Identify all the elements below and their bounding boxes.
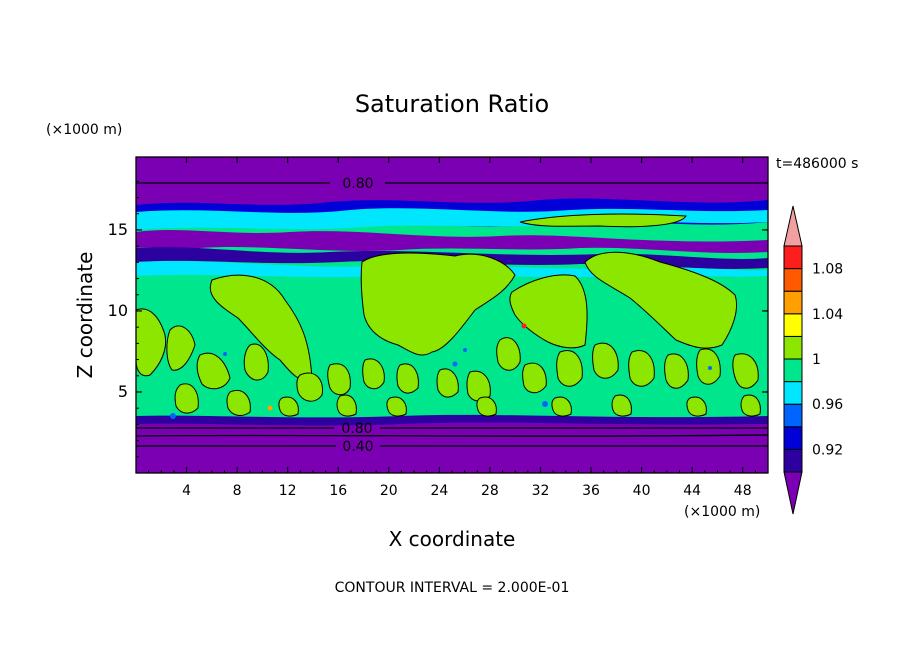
y-axis-unit: (×1000 m) (46, 122, 122, 138)
x-tick-label: 16 (329, 483, 347, 499)
x-tick-label: 8 (233, 483, 242, 499)
colorbar-swatch (783, 403, 803, 428)
x-tick-label: 36 (582, 483, 600, 499)
colorbar-swatch (783, 426, 803, 450)
x-tick-label: 28 (481, 483, 499, 499)
colorbar-swatch (783, 313, 803, 337)
chart-title: Saturation Ratio (355, 90, 549, 118)
contour-label: 0.40 (342, 439, 373, 455)
x-tick-label: 48 (734, 483, 752, 499)
colorbar-swatch (783, 245, 803, 270)
green-regions (135, 213, 761, 417)
contour-label: 0.80 (341, 421, 372, 437)
colorbar-swatch (783, 358, 803, 383)
plot-area (135, 157, 769, 473)
blue-speckles (170, 348, 712, 419)
x-tick-label: 12 (279, 483, 297, 499)
lower-blue-fringe (136, 414, 768, 426)
colorbar-swatch (783, 290, 803, 315)
colorbar-upper-extension (783, 205, 803, 247)
colorbar-tick-label: 0.96 (812, 397, 843, 413)
colorbar-tick-label: 1.04 (812, 307, 843, 323)
colorbar-tick-label: 0.92 (812, 442, 843, 458)
contour-interval-note: CONTOUR INTERVAL = 2.000E-01 (335, 580, 570, 596)
x-axis: 4 8 12 16 20 24 28 32 36 40 44 48 (148, 157, 756, 499)
contour-label: 0.80 (342, 176, 373, 192)
x-tick-label: 44 (683, 483, 701, 499)
time-label: t=486000 s (776, 156, 858, 172)
colorbar: 0.92 0.96 1 1.04 1.08 (783, 205, 843, 515)
warm-speckles (267, 323, 527, 411)
colorbar-lower-extension (783, 471, 803, 515)
x-tick-label: 32 (532, 483, 550, 499)
y-tick-label: 15 (108, 220, 128, 239)
colorbar-swatch (783, 381, 803, 405)
y-axis: 5 10 15 (108, 180, 768, 458)
x-axis-label: X coordinate (389, 527, 516, 551)
purple-lens-band (136, 230, 768, 253)
x-axis-unit: (×1000 m) (684, 504, 760, 520)
x-tick-label: 20 (380, 483, 398, 499)
y-tick-label: 5 (118, 382, 128, 401)
x-tick-label: 4 (182, 483, 191, 499)
colorbar-swatch (783, 448, 803, 473)
y-axis-label: Z coordinate (73, 252, 97, 379)
colorbar-tick-label: 1.08 (812, 262, 843, 278)
colorbar-tick-label: 1 (812, 352, 821, 368)
colorbar-swatch (783, 335, 803, 360)
y-tick-label: 10 (108, 301, 128, 320)
x-tick-label: 40 (633, 483, 651, 499)
x-tick-label: 24 (430, 483, 448, 499)
upper-dry-band (136, 157, 768, 207)
colorbar-swatch (783, 268, 803, 292)
contour-lines (135, 182, 769, 447)
